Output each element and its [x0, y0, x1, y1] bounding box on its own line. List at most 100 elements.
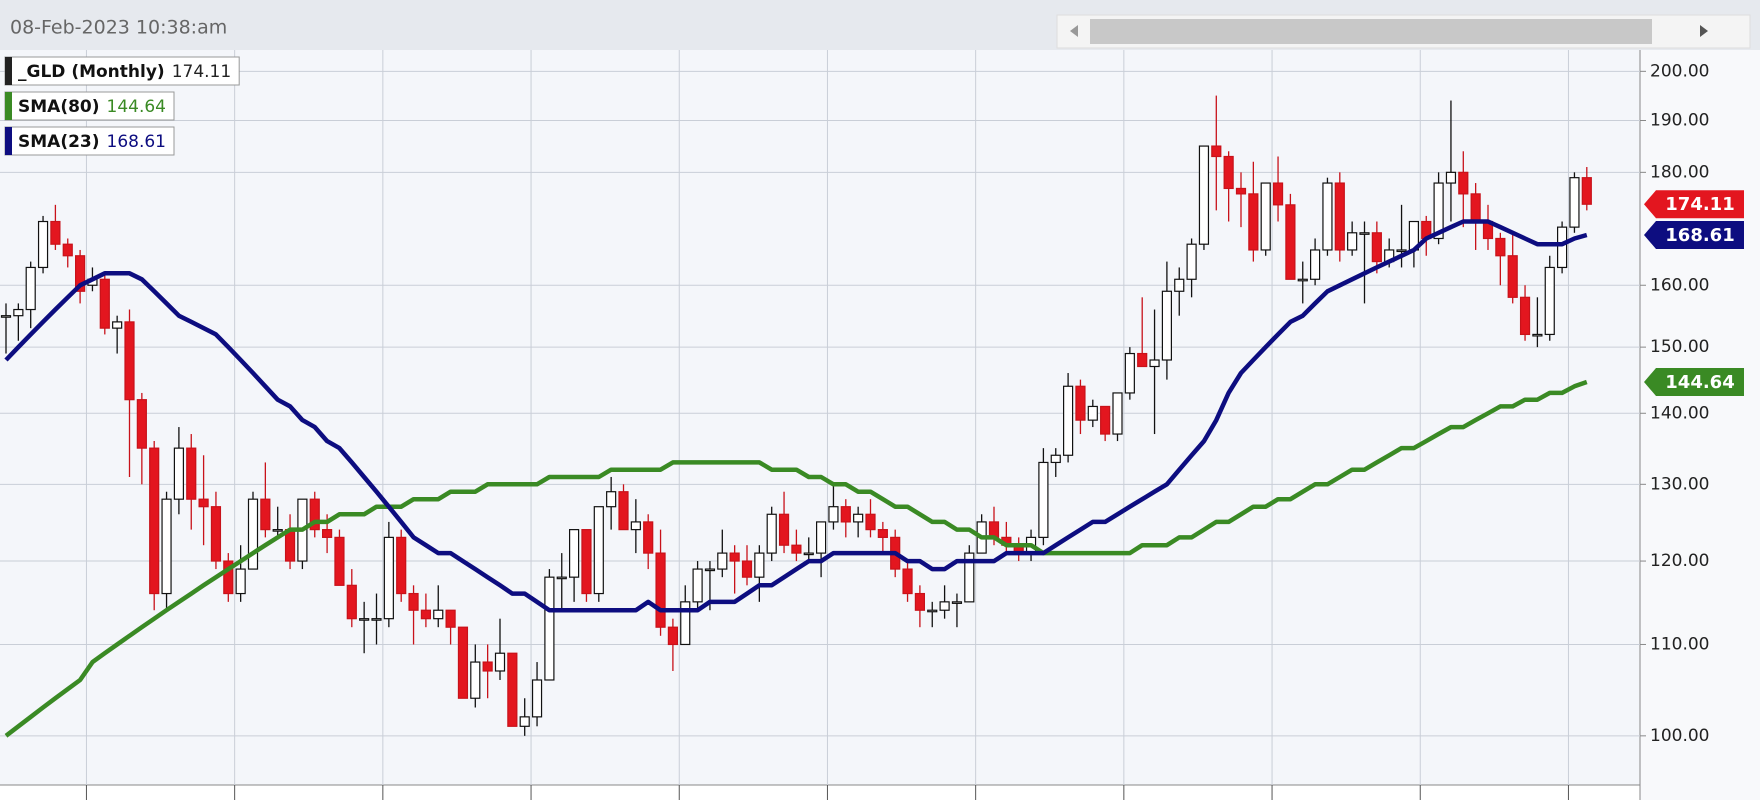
candle-body: [396, 536, 407, 595]
legend-value: 168.61: [107, 132, 166, 152]
scrollbar-thumb[interactable]: [1090, 19, 1652, 44]
candle-body: [62, 243, 73, 257]
candle-body: [74, 255, 86, 292]
plot-area: [0, 50, 1640, 785]
candle-body: [0, 315, 12, 318]
candle-body: [840, 506, 851, 523]
candle-body: [1038, 461, 1049, 538]
candle-body: [877, 529, 888, 538]
candle-body: [1322, 182, 1333, 251]
y-tick-label: 140.00: [1650, 403, 1709, 423]
y-tick-label: 130.00: [1650, 474, 1709, 494]
candle-body: [1223, 155, 1234, 190]
sma-line: [4, 219, 1588, 613]
timestamp: 08-Feb-2023 10:38:am: [10, 17, 227, 39]
candle-body: [1198, 145, 1210, 245]
candle-body: [149, 447, 160, 595]
y-tick-label: 190.00: [1650, 111, 1709, 131]
legend-swatch: [5, 127, 12, 155]
legend-name: SMA(23): [18, 132, 100, 152]
candle-body: [359, 618, 370, 621]
candle-body: [643, 521, 654, 554]
scroll-left[interactable]: [1070, 25, 1078, 37]
candle-body: [1260, 182, 1271, 251]
y-tick-label: 100.00: [1650, 726, 1709, 746]
candle-body: [1186, 243, 1197, 280]
candle-body: [1495, 237, 1506, 257]
candle-body: [754, 552, 765, 578]
candle-body: [778, 513, 790, 546]
candle-body: [1433, 182, 1444, 240]
candle-body: [25, 266, 36, 311]
candle-body: [457, 626, 469, 699]
candle-body: [1544, 266, 1555, 336]
legend: _GLD (Monthly) 174.11 SMA(80) 144.64 SMA(23)…: [4, 56, 240, 156]
candle-body: [1235, 187, 1247, 195]
candle-body: [445, 609, 456, 628]
scroll-right[interactable]: [1700, 25, 1708, 37]
candle-body: [186, 447, 197, 500]
y-tick-label: 110.00: [1650, 634, 1709, 654]
candle-body: [284, 529, 296, 562]
candle-body: [519, 716, 530, 727]
candle-body: [13, 308, 24, 317]
candle-body: [853, 513, 864, 523]
candle-body: [606, 491, 617, 508]
candle-body: [1297, 278, 1308, 282]
candle-body: [593, 506, 604, 595]
price-tag: [1644, 190, 1744, 219]
candle-body: [260, 498, 271, 531]
candle-body: [803, 552, 814, 556]
candle-body: [815, 521, 827, 554]
candle-body: [1532, 333, 1543, 337]
candle-body: [1285, 204, 1296, 280]
candle-body: [791, 544, 802, 554]
y-tick-label: 120.00: [1650, 551, 1709, 571]
candle-body: [1272, 182, 1284, 206]
candle-body: [1569, 177, 1580, 228]
candle-body: [1112, 392, 1123, 435]
candle-body: [927, 609, 938, 613]
candle-body: [1371, 232, 1382, 263]
candle-body: [1062, 385, 1074, 456]
candle-body: [235, 568, 246, 595]
candle-body: [544, 576, 555, 681]
candle-body: [655, 552, 666, 628]
y-axis-area: [1640, 50, 1760, 800]
candle-body: [568, 529, 580, 578]
candle-body: [247, 498, 259, 570]
candle-body: [309, 498, 320, 531]
candle-body: [1100, 405, 1111, 435]
candle-body: [1556, 226, 1568, 269]
candle-body: [99, 278, 110, 329]
candle-body: [1507, 255, 1518, 298]
candle-body: [939, 601, 950, 611]
candle-body: [334, 536, 345, 586]
plot: [0, 95, 1592, 738]
y-tick-label: 180.00: [1650, 162, 1709, 182]
candle-body: [704, 568, 716, 572]
candle-body: [408, 592, 419, 611]
candle-body: [1050, 454, 1061, 464]
candle-body: [828, 506, 839, 523]
candle-body: [741, 560, 753, 578]
candle-body: [1347, 232, 1358, 251]
candle-body: [322, 529, 333, 538]
legend-value: 174.11: [172, 62, 231, 82]
legend-name: _GLD (Monthly): [18, 62, 165, 82]
candle-body: [1248, 193, 1259, 251]
y-tick-label: 160.00: [1650, 275, 1709, 295]
candle-body: [988, 521, 1000, 538]
candle-body: [1211, 145, 1222, 158]
candle-body: [470, 661, 481, 699]
candle-body: [124, 321, 135, 401]
candle-body: [1087, 405, 1098, 421]
candle-body: [112, 321, 123, 329]
candle-body: [1519, 296, 1531, 336]
candle-body: [346, 584, 357, 620]
candle-body: [556, 576, 567, 580]
candle-body: [1149, 359, 1160, 368]
candle-body: [371, 618, 382, 621]
legend-box: [4, 91, 175, 121]
candle-body: [667, 626, 679, 646]
